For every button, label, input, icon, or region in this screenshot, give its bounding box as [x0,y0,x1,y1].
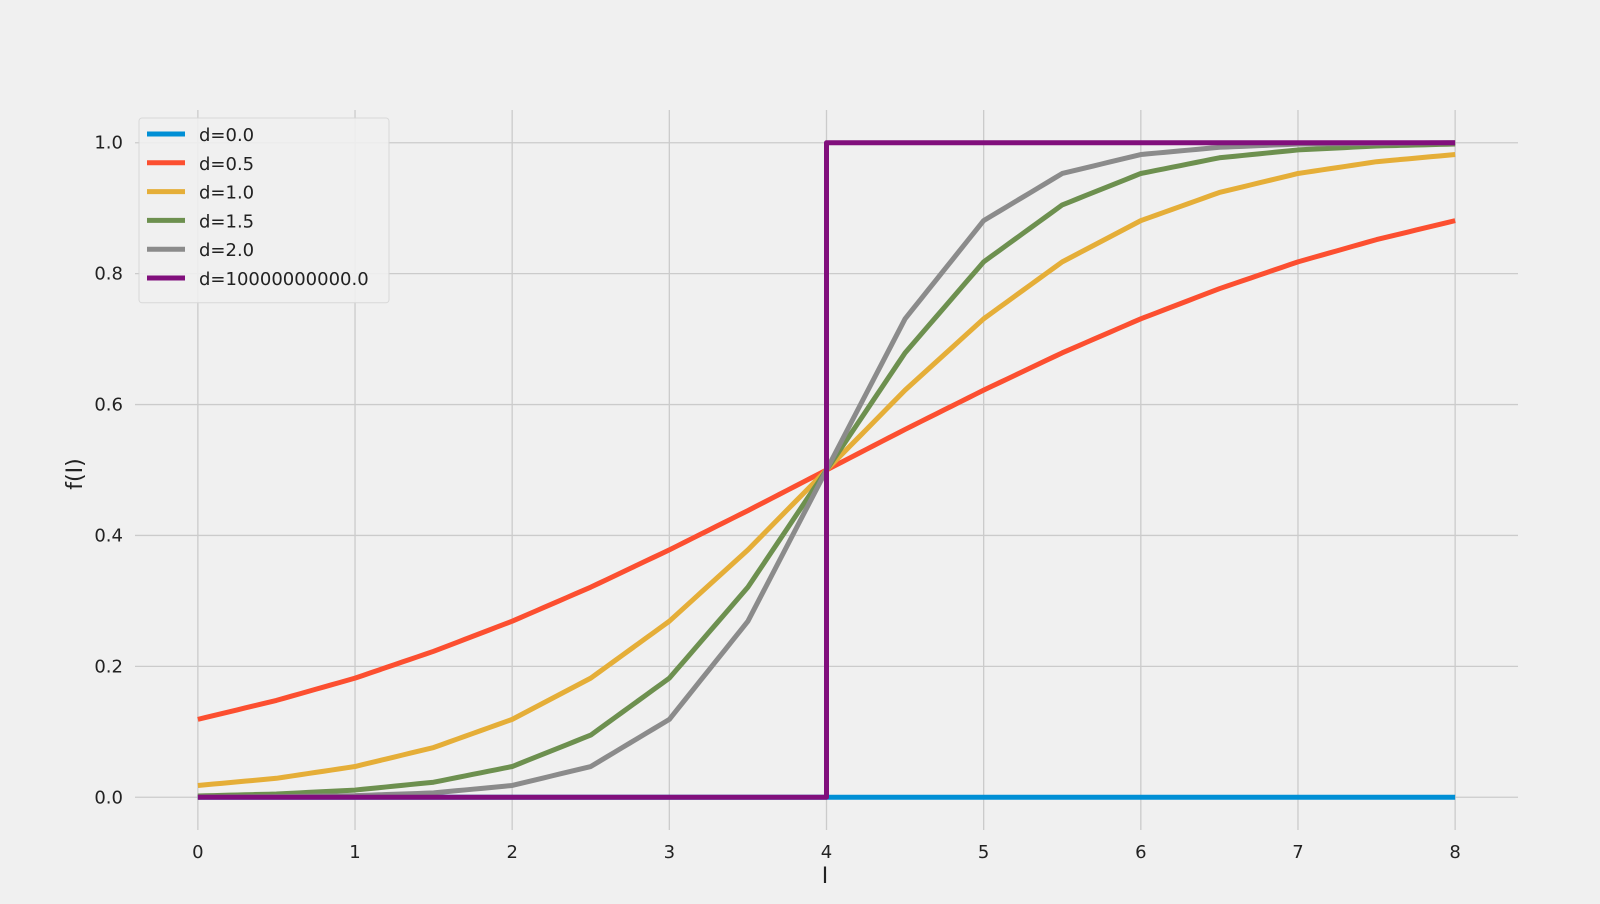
x-tick-label: 2 [506,842,517,863]
x-tick-label: 6 [1135,842,1146,863]
y-tick-label: 0.2 [94,656,123,677]
series-lines [197,140,1456,800]
x-axis-label: I [822,864,829,889]
y-tick-label: 0.6 [94,395,123,416]
legend-label: d=1.5 [199,211,254,232]
legend-label: d=0.0 [199,125,254,146]
x-tick-label: 5 [978,842,989,863]
y-tick-label: 0.4 [94,525,123,546]
legend-box [138,117,390,304]
legend-label: d=2.0 [199,240,254,261]
x-tick-label: 3 [664,842,675,863]
series-line-5 [197,140,1456,800]
y-tick-label: 0.8 [94,264,123,285]
x-tick-label: 0 [192,842,203,863]
tick-labels: 0 1 2 3 4 5 6 7 8 0.0 0.2 0.4 0.6 0.8 1.0 [94,133,1461,863]
y-tick-label: 1.0 [94,133,123,154]
legend-label: d=1.0 [199,183,254,204]
legend-label: d=10000000000.0 [199,269,369,290]
x-tick-label: 4 [821,842,832,863]
x-tick-label: 7 [1292,842,1303,863]
x-tick-label: 1 [349,842,360,863]
y-tick-label: 0.0 [94,787,123,808]
y-axis-label: f(I) [63,458,88,489]
legend-label: d=0.5 [199,154,254,175]
x-tick-label: 8 [1449,842,1460,863]
legend: d=0.0 d=0.5 d=1.0 d=1.5 d=2.0 d=10000000000.0 [138,117,390,304]
